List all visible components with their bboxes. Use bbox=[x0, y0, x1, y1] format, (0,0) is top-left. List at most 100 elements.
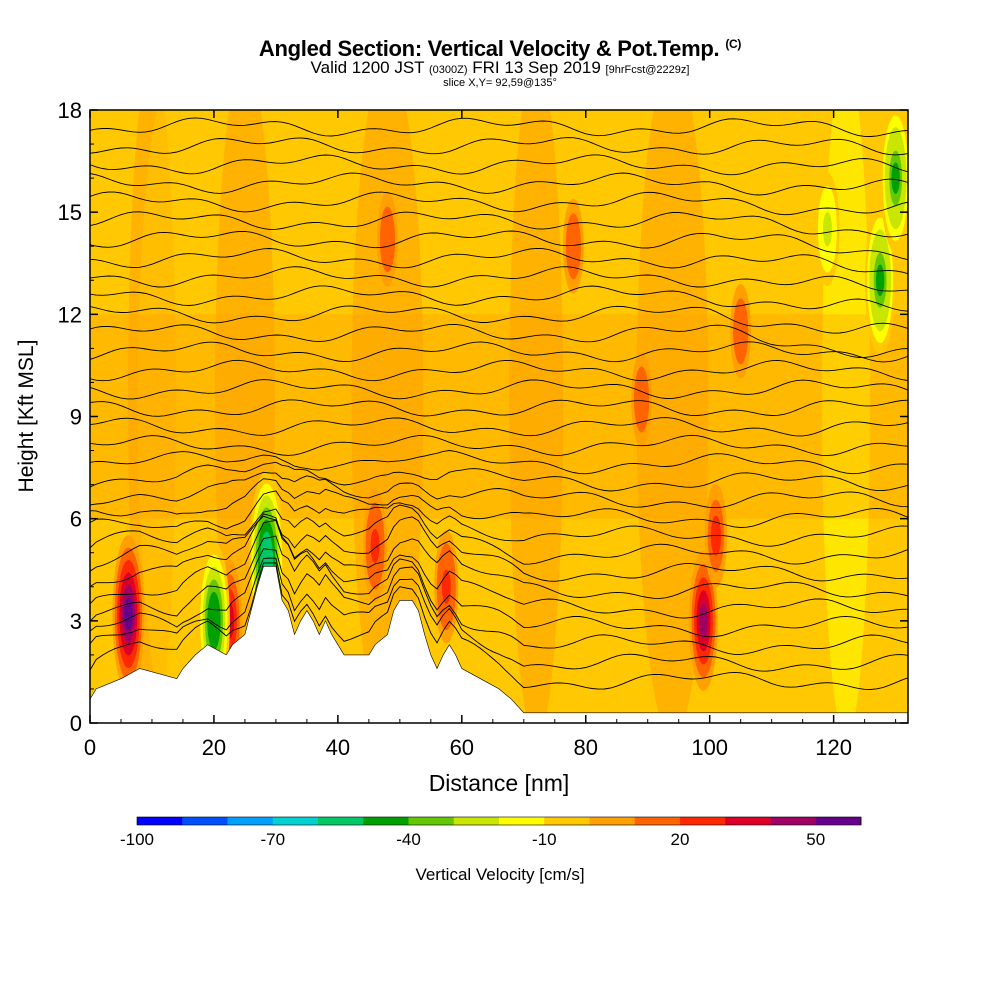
y-tick-label: 12 bbox=[58, 302, 82, 327]
velocity-band bbox=[444, 110, 505, 723]
forecast-info: [9hrFcst@2229z] bbox=[605, 64, 690, 76]
theta-contour bbox=[90, 461, 908, 492]
chart-subtitle: Valid 1200 JST (0300Z) FRI 13 Sep 2019 [… bbox=[0, 58, 1000, 78]
y-axis-label: Height [Kft MSL] bbox=[15, 340, 38, 493]
velocity-band bbox=[509, 110, 564, 723]
velocity-band bbox=[592, 110, 653, 723]
x-tick-label: 60 bbox=[450, 735, 474, 760]
velocity-band bbox=[137, 110, 216, 723]
updraft-cell bbox=[735, 312, 746, 350]
theta-contour bbox=[90, 513, 908, 599]
colorbar-swatch bbox=[272, 817, 319, 825]
theta-contour bbox=[90, 535, 908, 638]
theta-contour bbox=[90, 305, 908, 334]
downdraft-cell bbox=[875, 264, 885, 297]
colorbar-frame bbox=[136, 816, 862, 826]
velocity-band bbox=[636, 110, 709, 723]
y-tick-label: 15 bbox=[58, 200, 82, 225]
colorbar-swatch bbox=[453, 817, 500, 825]
y-tick-label: 3 bbox=[70, 609, 82, 634]
y-tick-label: 0 bbox=[70, 711, 82, 736]
colorbar-tick-label: -40 bbox=[396, 830, 421, 849]
theta-contour bbox=[90, 557, 908, 672]
downdraft-cell bbox=[891, 162, 900, 194]
theta-contour bbox=[90, 478, 908, 528]
colorbar: -100 -70 -40 -10 20 50 bbox=[120, 816, 862, 849]
theta-contour bbox=[90, 285, 908, 312]
colorbar-swatch bbox=[544, 817, 590, 825]
colorbar-tick-label: -10 bbox=[532, 830, 557, 849]
theta-contour bbox=[90, 548, 908, 655]
colorbar-swatch bbox=[589, 817, 636, 825]
theta-contour bbox=[90, 379, 908, 400]
theta-contour bbox=[90, 172, 908, 196]
theta-contour bbox=[90, 154, 908, 176]
colorbar-swatch bbox=[680, 817, 726, 825]
downdraft-cell bbox=[822, 212, 832, 247]
colorbar-tick-label: 50 bbox=[806, 830, 825, 849]
colorbar-swatch bbox=[725, 817, 771, 825]
theta-contour bbox=[90, 399, 908, 417]
colorbar-swatch bbox=[815, 817, 862, 825]
theta-contour bbox=[90, 117, 908, 137]
colorbar-swatch bbox=[182, 817, 228, 825]
x-tick-label: 40 bbox=[326, 735, 350, 760]
theta-contour bbox=[90, 504, 908, 565]
theta-contour bbox=[90, 230, 908, 261]
x-tick-label: 20 bbox=[202, 735, 226, 760]
theta-contour bbox=[90, 515, 908, 582]
colorbar-label: Vertical Velocity [cm/s] bbox=[415, 865, 584, 884]
velocity-band bbox=[742, 110, 827, 723]
theta-contour bbox=[90, 137, 908, 156]
theta-contour bbox=[90, 266, 908, 292]
updraft-cell bbox=[636, 380, 647, 418]
theta-contour bbox=[90, 341, 908, 363]
colorbar-tick-label: -100 bbox=[120, 830, 154, 849]
utc-time: (0300Z) bbox=[429, 64, 468, 76]
theta-contour bbox=[90, 562, 908, 690]
y-tick-label: 9 bbox=[70, 405, 82, 430]
slice-label: slice X,Y= 92,59@135° bbox=[443, 77, 557, 89]
updraft-cell bbox=[124, 597, 133, 631]
colorbar-swatch bbox=[634, 817, 681, 825]
valid-time: Valid 1200 JST bbox=[310, 58, 425, 77]
colorbar-swatch bbox=[227, 817, 274, 825]
theta-contour bbox=[90, 490, 908, 547]
theta-contour bbox=[90, 434, 908, 457]
x-tick-label: 0 bbox=[84, 735, 96, 760]
x-tick-label: 80 bbox=[574, 735, 598, 760]
title-symbol: (C) bbox=[725, 36, 742, 51]
theta-contour bbox=[90, 211, 908, 238]
chart-title: Angled Section: Vertical Velocity & Pot.… bbox=[258, 36, 742, 61]
colorbar-swatch bbox=[318, 817, 364, 825]
updraft-cell bbox=[370, 528, 380, 564]
theta-contour bbox=[90, 359, 908, 382]
velocity-layer bbox=[90, 314, 908, 519]
velocity-field bbox=[90, 110, 908, 723]
updraft-cell bbox=[382, 220, 393, 258]
terrain bbox=[89, 566, 909, 724]
theta-contours bbox=[90, 117, 908, 690]
theta-contour bbox=[90, 450, 908, 475]
x-tick-label: 120 bbox=[815, 735, 852, 760]
colorbar-tick-label: 20 bbox=[671, 830, 690, 849]
colorbar-swatch bbox=[363, 817, 409, 825]
colorbar-tick-label: -70 bbox=[260, 830, 285, 849]
theta-contour bbox=[90, 191, 908, 216]
colorbar-swatch bbox=[499, 817, 545, 825]
colorbar-swatch bbox=[408, 817, 455, 825]
valid-date: FRI 13 Sep 2019 bbox=[472, 58, 601, 77]
x-axis-label: Distance [nm] bbox=[429, 770, 570, 796]
velocity-band bbox=[286, 110, 353, 723]
axes: 0 20 40 60 80 100 120 0 3 6 9 12 15 18 bbox=[58, 98, 908, 760]
colorbar-swatch bbox=[137, 817, 183, 825]
theta-contour bbox=[90, 519, 908, 619]
theta-contour bbox=[90, 323, 908, 358]
updraft-cell bbox=[568, 227, 579, 265]
y-tick-label: 6 bbox=[70, 507, 82, 532]
theta-contour bbox=[90, 417, 908, 437]
theta-contour bbox=[90, 247, 908, 275]
y-tick-label: 18 bbox=[58, 98, 82, 123]
downdraft-cell bbox=[209, 604, 219, 638]
